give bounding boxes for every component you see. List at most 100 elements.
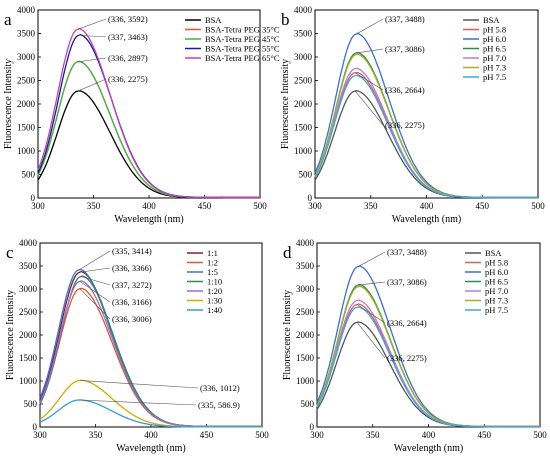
y-tick-label: 2000 — [294, 99, 313, 109]
y-tick-label: 1000 — [19, 376, 38, 386]
y-axis-label: Fluorescence Intensity — [3, 59, 14, 149]
panel-letter: a — [4, 10, 12, 29]
panel-letter: b — [281, 10, 290, 29]
x-axis-label: Wavelength (nm) — [394, 443, 463, 454]
annotation-leader — [79, 281, 111, 303]
legend-entry: BSA-Tetra PEG 45°C — [205, 34, 280, 44]
x-tick-label: 500 — [531, 201, 545, 211]
y-tick-label: 500 — [24, 399, 38, 409]
x-tick-label: 500 — [533, 430, 547, 440]
x-tick-label: 450 — [476, 201, 490, 211]
x-tick-label: 450 — [478, 430, 492, 440]
y-tick-label: 3500 — [19, 261, 38, 271]
x-tick-label: 300 — [31, 201, 45, 211]
legend-entry: BSA-Tetra PEG 65°C — [205, 53, 280, 63]
y-tick-label: 2500 — [19, 307, 38, 317]
annotation-leader — [78, 399, 197, 406]
y-tick-label: 1000 — [296, 376, 315, 386]
y-axis-label: Fluorescence Intensity — [282, 290, 293, 380]
y-tick-label: 500 — [301, 399, 315, 409]
x-tick-label: 500 — [253, 201, 267, 211]
peak-annotation: (336, 2664) — [387, 318, 427, 328]
legend-entry: pH 7.0 — [485, 286, 508, 296]
annotation-leader — [79, 288, 111, 320]
x-tick-label: 300 — [310, 430, 324, 440]
y-tick-label: 0 — [33, 422, 38, 432]
x-tick-label: 350 — [87, 201, 101, 211]
y-tick-label: 3000 — [19, 284, 38, 294]
y-tick-label: 4000 — [17, 5, 36, 15]
x-tick-label: 500 — [255, 430, 269, 440]
y-tick-label: 1500 — [17, 123, 36, 133]
legend-entry: 1:5 — [207, 267, 218, 277]
annotation-leader — [78, 250, 111, 271]
annotation-leader — [358, 251, 386, 267]
peak-annotation: (337, 3086) — [385, 44, 425, 54]
annotation-leader — [77, 57, 107, 63]
peak-annotation: (335, 3414) — [112, 246, 152, 256]
legend-entry: pH 5.8 — [483, 25, 506, 35]
y-tick-label: 1500 — [19, 353, 38, 363]
legend-entry: pH 6.5 — [483, 44, 506, 54]
panel-b: 300 350 400 450 500 0 500 1000 1500 2000 2500 3000 3… — [280, 5, 545, 225]
annotation-leader — [77, 78, 107, 92]
y-tick-label: 3500 — [294, 29, 313, 39]
peak-annotation: (336, 3166) — [112, 297, 152, 307]
annotation-leader — [79, 267, 111, 273]
legend-entry: BSA — [205, 15, 222, 25]
series-line — [316, 303, 540, 428]
y-tick-label: 2000 — [19, 330, 38, 340]
y-tick-label: 1000 — [17, 146, 36, 156]
annotation-leader — [79, 380, 199, 389]
series-line — [314, 74, 538, 199]
legend-entry: pH 7.3 — [485, 296, 508, 306]
x-axis-label: Wavelength (nm) — [392, 214, 461, 225]
legend-entry: pH 6.0 — [483, 34, 506, 44]
y-axis-label: Fluorescence Intensity — [5, 290, 16, 380]
y-tick-label: 0 — [308, 193, 313, 203]
peak-annotation: (336, 1012) — [200, 383, 240, 393]
legend-entry: pH 7.3 — [483, 63, 506, 73]
y-tick-label: 1000 — [294, 146, 313, 156]
series-line — [316, 299, 540, 428]
series-line — [37, 60, 260, 199]
x-axis-label: Wavelength (nm) — [116, 443, 185, 454]
annotation-leader — [356, 48, 384, 54]
y-tick-label: 500 — [299, 170, 313, 180]
y-tick-label: 2500 — [17, 76, 36, 86]
y-tick-label: 0 — [310, 422, 315, 432]
legend-entry: pH 6.0 — [485, 267, 508, 277]
y-tick-label: 500 — [22, 170, 36, 180]
peak-annotation: (336, 2664) — [385, 85, 425, 95]
y-tick-label: 2500 — [294, 76, 313, 86]
annotation-leader — [79, 34, 107, 38]
peak-annotation: (336, 3006) — [112, 314, 152, 324]
y-tick-label: 4000 — [296, 238, 315, 248]
peak-annotation: (337, 3463) — [108, 32, 148, 42]
peak-annotation: (337, 3086) — [387, 277, 427, 287]
y-tick-label: 2000 — [17, 99, 36, 109]
legend-entry: pH 5.8 — [485, 258, 508, 268]
peak-annotation: (336, 2275) — [387, 353, 427, 363]
legend-entry: pH 6.5 — [485, 277, 508, 287]
y-tick-label: 1500 — [294, 123, 313, 133]
x-tick-label: 400 — [144, 430, 158, 440]
legend-entry: pH 7.5 — [483, 72, 506, 82]
y-tick-label: 3000 — [17, 52, 36, 62]
legend-entry: pH 7.0 — [483, 53, 506, 63]
x-tick-label: 300 — [308, 201, 322, 211]
peak-annotation: (337, 3272) — [112, 280, 152, 290]
peak-annotation: (335, 586.9) — [198, 400, 240, 410]
annotation-leader — [356, 18, 384, 35]
series-line — [316, 306, 540, 428]
annotation-leader — [80, 276, 111, 286]
y-tick-label: 3000 — [294, 52, 313, 62]
annotation-leader — [354, 90, 384, 126]
y-tick-label: 3500 — [296, 261, 315, 271]
y-tick-label: 1500 — [296, 353, 315, 363]
peak-annotation: (336, 3366) — [112, 263, 152, 273]
annotation-leader — [354, 72, 384, 91]
y-tick-label: 4000 — [294, 5, 313, 15]
legend-entry: 1:30 — [207, 296, 222, 306]
